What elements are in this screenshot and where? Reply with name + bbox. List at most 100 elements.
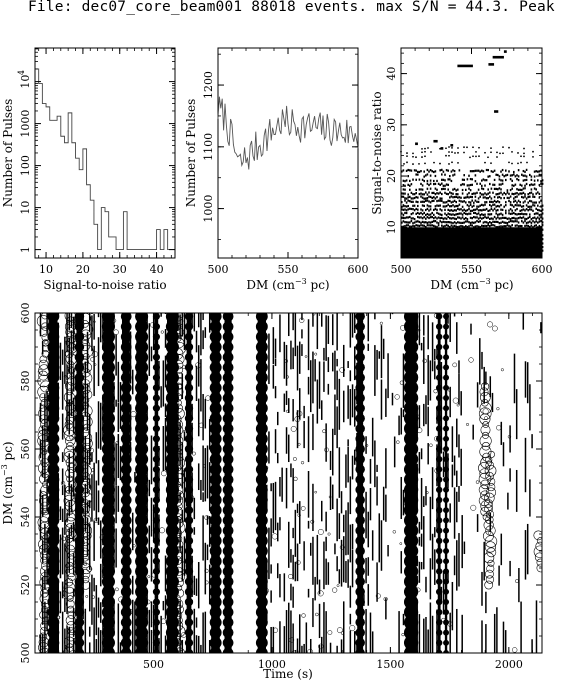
dm-vs-time-band-circle bbox=[74, 383, 85, 393]
snr-vs-dm-point bbox=[495, 220, 497, 223]
dm-vs-time-band-circle bbox=[222, 566, 234, 577]
dm-vs-time-band-circle bbox=[222, 423, 234, 434]
snr-vs-dm-point bbox=[511, 174, 513, 177]
dm-vs-time-band-circle bbox=[255, 422, 268, 435]
dm-vs-time-streak bbox=[181, 545, 184, 582]
snr-vs-dm-point bbox=[468, 236, 470, 239]
dm-histogram-x-tick-label: 500 bbox=[208, 263, 229, 276]
dm-vs-time-band-circle bbox=[209, 432, 222, 445]
dm-vs-time-streak bbox=[336, 406, 338, 449]
snr-vs-dm-point bbox=[442, 244, 445, 247]
snr-vs-dm-point bbox=[489, 237, 491, 240]
snr-vs-dm-point bbox=[433, 213, 435, 216]
dm-vs-time-circle bbox=[174, 501, 183, 511]
snr-vs-dm-point bbox=[497, 200, 499, 203]
snr-vs-dm-point bbox=[418, 224, 421, 227]
snr-vs-dm-point bbox=[509, 195, 512, 198]
snr-vs-dm-point bbox=[497, 196, 499, 199]
dm-vs-time-band-circle bbox=[255, 313, 268, 323]
dm-vs-time-streak bbox=[453, 455, 456, 476]
snr-vs-dm-point bbox=[516, 201, 518, 204]
snr-vs-dm-point bbox=[522, 233, 525, 236]
snr-vs-dm-point bbox=[527, 233, 529, 236]
snr-vs-dm-point bbox=[476, 205, 478, 208]
snr-vs-dm-point bbox=[405, 179, 408, 182]
snr-vs-dm-point bbox=[517, 152, 519, 154]
snr-vs-dm-point bbox=[498, 192, 501, 195]
dm-vs-time-circle bbox=[479, 387, 489, 397]
snr-vs-dm-point bbox=[445, 183, 448, 186]
dm-vs-time-streak bbox=[402, 409, 405, 418]
dm-vs-time-circle bbox=[173, 316, 184, 326]
snr-vs-dm-point bbox=[479, 195, 481, 198]
snr-vs-dm-point bbox=[445, 147, 447, 150]
dm-vs-time-point bbox=[417, 328, 421, 332]
snr-vs-dm-point bbox=[506, 232, 509, 235]
dm-vs-time-band-circle bbox=[355, 444, 365, 454]
snr-vs-dm-point bbox=[540, 219, 542, 223]
snr-vs-dm-point bbox=[461, 245, 464, 248]
dm-vs-time-band-circle bbox=[443, 395, 450, 401]
snr-vs-dm-point bbox=[405, 205, 408, 208]
dm-vs-time-band-circle bbox=[443, 313, 450, 320]
dm-vs-time-streak bbox=[204, 398, 207, 429]
snr-vs-dm-point bbox=[429, 187, 432, 190]
snr-vs-dm-point bbox=[474, 174, 477, 177]
dm-vs-time-band-circle bbox=[74, 648, 85, 653]
dm-vs-time-band-circle bbox=[355, 474, 365, 485]
dm-vs-time-streak bbox=[351, 549, 354, 588]
dm-vs-time-streak bbox=[449, 503, 451, 523]
dm-vs-time-streak bbox=[458, 373, 460, 405]
snr-vs-dm-point bbox=[519, 183, 521, 186]
snr-vs-dm-point bbox=[535, 224, 537, 227]
snr-vs-dm-point bbox=[529, 199, 531, 203]
snr-vs-dm-point bbox=[485, 193, 488, 196]
snr-vs-dm-point bbox=[401, 232, 403, 235]
snr-vs-dm-point bbox=[529, 208, 531, 211]
snr-vs-dm-point bbox=[410, 169, 413, 172]
dm-vs-time-circle bbox=[65, 402, 76, 414]
snr-vs-dm-point bbox=[406, 161, 408, 164]
dm-vs-time-streak bbox=[500, 533, 503, 566]
snr-vs-dm-point bbox=[401, 170, 403, 173]
dm-vs-time-streak bbox=[88, 313, 91, 332]
snr-vs-dm-point bbox=[425, 217, 427, 220]
snr-vs-dm-point bbox=[471, 192, 473, 196]
snr-vs-dm-point bbox=[537, 216, 539, 219]
snr-vs-dm-point bbox=[463, 200, 465, 203]
dm-vs-time-streak bbox=[119, 382, 122, 429]
snr-vs-dm-point bbox=[418, 233, 421, 236]
dm-vs-time-streak bbox=[374, 313, 376, 320]
dm-vs-time-streak bbox=[367, 557, 370, 576]
dm-vs-time-band-circle bbox=[152, 567, 160, 575]
dm-vs-time-band-circle bbox=[120, 443, 132, 455]
snr-vs-dm-point bbox=[501, 241, 504, 244]
dm-vs-time-streak bbox=[513, 353, 516, 404]
dm-vs-time-streak bbox=[398, 611, 400, 653]
snr-vs-dm-point bbox=[533, 221, 536, 224]
dm-vs-time-streak bbox=[309, 542, 312, 556]
snr-vs-dm-point bbox=[472, 146, 474, 149]
snr-vs-dm-point bbox=[444, 246, 446, 249]
snr-vs-dm-point bbox=[529, 225, 531, 229]
dm-vs-time-streak bbox=[72, 397, 75, 434]
dm-vs-time-band-circle bbox=[209, 443, 222, 455]
dm-vs-time-band-circle bbox=[255, 402, 268, 415]
dm-vs-time-streak bbox=[202, 394, 204, 441]
snr-vs-dm-point bbox=[428, 238, 430, 241]
dm-vs-time-streak bbox=[453, 313, 456, 317]
snr-vs-dm-point bbox=[417, 238, 419, 241]
dm-vs-time-streak bbox=[86, 501, 89, 514]
snr-vs-dm-point bbox=[457, 216, 459, 219]
snr-vs-dm-point bbox=[461, 192, 464, 195]
dm-vs-time-streak bbox=[75, 625, 77, 653]
snr-vs-dm-point bbox=[413, 209, 416, 212]
dm-vs-time-band-circle bbox=[184, 638, 194, 647]
snr-vs-dm-point bbox=[401, 245, 403, 249]
dm-vs-time-streak bbox=[423, 496, 425, 507]
dm-vs-time-point bbox=[300, 506, 306, 511]
dm-vs-time-band-circle bbox=[255, 545, 268, 557]
snr-vs-dm-point bbox=[513, 216, 515, 220]
dm-vs-time-circle bbox=[81, 449, 92, 460]
